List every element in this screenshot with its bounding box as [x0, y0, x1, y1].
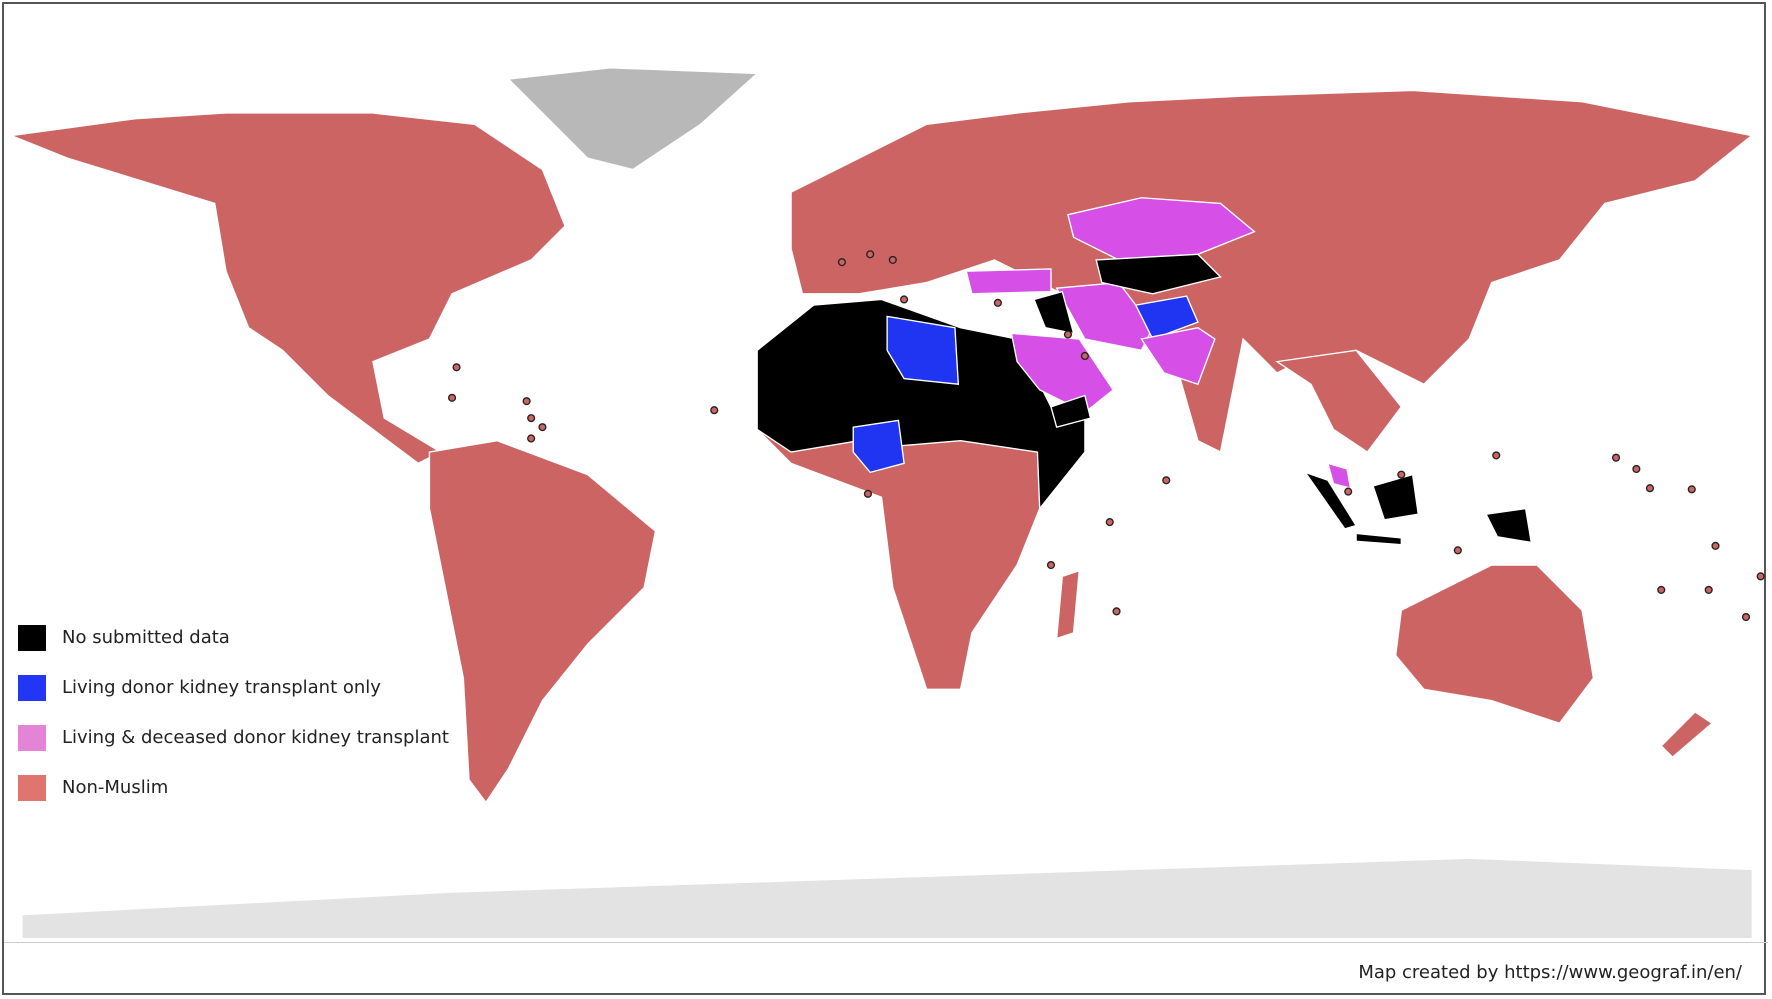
legend-swatch — [18, 674, 46, 701]
small-state-marker — [1711, 541, 1720, 550]
region-iraq-no-data — [1033, 290, 1075, 335]
legend-label: Living donor kidney transplant only — [62, 677, 381, 698]
region-malaysia — [1326, 462, 1352, 490]
region-north-africa-no-data — [756, 298, 1086, 511]
legend-item-living-only: Living donor kidney transplant only — [18, 665, 449, 710]
region-africa-south — [755, 428, 1087, 691]
legend-item-non-muslim: Non-Muslim — [18, 765, 449, 810]
small-state-marker — [1046, 560, 1056, 570]
small-state-marker — [1162, 476, 1171, 485]
region-pakistan — [1140, 327, 1216, 386]
legend: No submitted data Living donor kidney tr… — [18, 615, 449, 815]
region-kazakhstan — [1067, 197, 1256, 261]
region-indonesia-papua — [1485, 507, 1533, 544]
region-new-zealand — [1660, 711, 1714, 759]
legend-item-no-data: No submitted data — [18, 615, 449, 660]
small-state-marker — [527, 414, 536, 423]
small-state-marker — [1687, 485, 1696, 494]
legend-swatch — [18, 624, 46, 651]
region-madagascar — [1055, 569, 1081, 640]
region-australia — [1394, 564, 1595, 725]
region-turkey — [965, 268, 1052, 295]
legend-swatch — [18, 724, 46, 751]
small-state-marker — [538, 423, 547, 432]
small-state-marker — [1080, 351, 1089, 361]
small-state-marker — [1105, 518, 1114, 527]
region-indonesia-java — [1355, 532, 1402, 546]
map-credit: Map created by https://www.geograf.in/en… — [1358, 962, 1742, 983]
legend-label: Living & deceased donor kidney transplan… — [62, 727, 449, 748]
small-state-marker — [837, 258, 846, 267]
region-indonesia-borneo — [1372, 473, 1420, 521]
small-states-markers — [447, 250, 1765, 622]
region-libya — [886, 315, 960, 385]
small-state-marker — [993, 298, 1002, 307]
small-state-marker — [522, 397, 531, 406]
region-afghanistan — [1134, 295, 1199, 340]
region-greenland — [507, 67, 759, 171]
legend-item-living-deceased: Living & deceased donor kidney transplan… — [18, 715, 449, 760]
small-state-marker — [888, 255, 897, 264]
small-state-marker — [710, 406, 719, 415]
legend-swatch — [18, 774, 46, 801]
divider — [4, 942, 1768, 943]
legend-label: Non-Muslim — [62, 777, 169, 798]
region-south-america — [428, 440, 657, 804]
small-state-marker — [527, 434, 536, 443]
region-yemen-no-data — [1050, 394, 1092, 429]
region-southeast-asia — [1275, 349, 1403, 453]
small-state-marker — [1704, 585, 1713, 594]
small-state-marker — [1397, 470, 1406, 479]
region-indonesia-sumatra — [1303, 471, 1358, 530]
small-state-marker — [1112, 607, 1121, 616]
small-state-marker — [1611, 453, 1621, 462]
small-state-marker — [863, 489, 872, 498]
small-state-marker — [1632, 464, 1641, 474]
region-central-asia-no-data — [1095, 253, 1222, 295]
small-state-marker — [1492, 451, 1501, 460]
region-nigeria — [852, 419, 905, 474]
small-state-marker — [1756, 572, 1765, 581]
small-state-marker — [1645, 484, 1655, 493]
small-state-marker — [1344, 487, 1353, 496]
small-state-marker — [866, 250, 875, 259]
legend-label: No submitted data — [62, 627, 230, 648]
small-state-marker — [447, 393, 457, 402]
small-state-marker — [1741, 612, 1751, 622]
small-state-marker — [1063, 330, 1073, 339]
region-north-america — [8, 112, 566, 465]
small-state-marker — [1657, 585, 1666, 594]
small-state-marker — [1453, 546, 1462, 555]
region-eurasia — [790, 89, 1754, 454]
small-state-marker — [452, 363, 461, 372]
region-antarctica — [22, 858, 1752, 938]
small-state-marker — [900, 295, 909, 304]
